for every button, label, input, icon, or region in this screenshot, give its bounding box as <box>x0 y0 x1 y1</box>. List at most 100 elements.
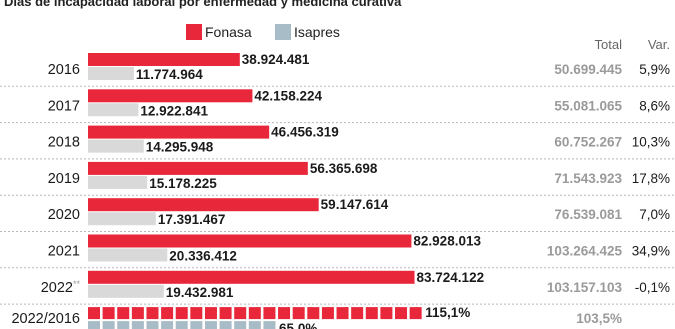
year-label: 2022** <box>41 279 81 296</box>
value-label-isapres: 15.178.225 <box>149 176 217 191</box>
year-footnote-mark: ** <box>73 279 81 289</box>
pictogram-square-fonasa <box>146 307 159 320</box>
comparison-pct-isapres: 65,0% <box>279 321 317 329</box>
year-label: 2017 <box>48 98 80 114</box>
bar-fonasa <box>88 53 240 66</box>
pictogram-square-isapres <box>175 321 188 329</box>
bar-fonasa <box>88 270 415 284</box>
column-header-var: Var. <box>648 37 670 52</box>
pictogram-square-fonasa <box>102 307 115 320</box>
comparison-row: 2022/2016 115,1% 65,0% 103,5% <box>11 305 622 329</box>
pictogram-square-fonasa <box>175 307 188 320</box>
total-value: 55.081.065 <box>554 98 622 113</box>
comparison-pct-total: 103,5% <box>576 311 622 326</box>
value-label-isapres: 12.922.841 <box>140 103 208 118</box>
year-label: 2016 <box>48 62 80 78</box>
total-value: 103.264.425 <box>547 244 623 259</box>
bar-fonasa <box>88 198 319 212</box>
pictogram-square-fonasa <box>190 307 203 320</box>
pictogram-square-fonasa <box>219 307 232 320</box>
variation-value: 5,9% <box>639 62 670 77</box>
pictogram-square-fonasa <box>131 307 144 320</box>
variation-value: -0,1% <box>635 280 670 295</box>
pictogram-square-fonasa <box>351 307 364 320</box>
year-label: 2019 <box>48 171 80 187</box>
bar-fonasa <box>88 161 308 175</box>
total-value: 71.543.923 <box>554 171 622 186</box>
chart-rows: 2016 38.924.481 11.774.964 50.699.445 5,9% 20… <box>0 52 675 305</box>
value-label-isapres: 17.391.467 <box>158 212 226 227</box>
bar-isapres <box>88 212 156 226</box>
bar-fonasa <box>88 125 270 139</box>
pictogram-square-fonasa <box>380 307 393 320</box>
legend-label-isapres: Isapres <box>294 24 340 40</box>
year-label: 2018 <box>48 135 80 151</box>
pictogram-square-fonasa <box>409 307 422 320</box>
pictogram-square-fonasa <box>278 307 291 320</box>
pictogram-square-isapres <box>161 321 174 329</box>
variation-value: 8,6% <box>639 98 670 113</box>
pictogram-square-isapres <box>219 321 232 329</box>
pictogram-square-fonasa <box>365 307 378 320</box>
value-label-fonasa: 46.456.319 <box>271 125 339 140</box>
value-label-fonasa: 83.724.122 <box>417 270 485 285</box>
bar-fonasa <box>88 234 412 248</box>
legend-swatch-fonasa <box>186 24 202 40</box>
value-label-fonasa: 42.158.224 <box>254 88 322 103</box>
bar-fonasa <box>88 89 253 103</box>
variation-value: 34,9% <box>632 244 670 259</box>
variation-value: 10,3% <box>632 135 670 150</box>
pictogram-square-fonasa <box>161 307 174 320</box>
pictogram-square-fonasa <box>88 307 100 320</box>
bar-isapres <box>88 67 134 80</box>
value-label-isapres: 20.336.412 <box>169 249 237 264</box>
total-value: 103.157.103 <box>547 280 623 295</box>
pictogram-square-fonasa <box>204 307 217 320</box>
pictogram-square-isapres <box>117 321 130 329</box>
value-label-isapres: 11.774.964 <box>136 67 203 82</box>
total-value: 50.699.445 <box>554 62 622 77</box>
pictogram-square-fonasa <box>321 307 334 320</box>
pictogram-square-fonasa <box>395 307 408 320</box>
pictogram-square-isapres <box>146 321 159 329</box>
chart-title: Días de incapacidad laboral por enfermed… <box>4 0 402 9</box>
value-label-isapres: 14.295.948 <box>146 140 214 155</box>
bar-isapres <box>88 175 148 189</box>
value-label-fonasa: 59.147.614 <box>321 197 389 212</box>
value-label-fonasa: 82.928.013 <box>413 234 481 249</box>
pictogram-square-fonasa <box>263 307 276 320</box>
pictogram-square-isapres <box>263 321 276 329</box>
pictogram-square-fonasa <box>292 307 305 320</box>
legend-swatch-isapres <box>275 24 291 40</box>
chart-title-text: Días de incapacidad laboral por enfermed… <box>4 0 402 9</box>
total-value: 76.539.081 <box>554 207 622 222</box>
variation-value: 17,8% <box>632 171 670 186</box>
pictogram-square-fonasa <box>307 307 320 320</box>
pictogram-square-isapres <box>248 321 261 329</box>
comparison-label: 2022/2016 <box>11 311 80 327</box>
year-label: 2021 <box>48 244 80 260</box>
value-label-fonasa: 56.365.698 <box>310 161 378 176</box>
bar-isapres <box>88 103 139 117</box>
bar-isapres <box>88 284 164 298</box>
pictogram-square-fonasa <box>117 307 130 320</box>
value-label-isapres: 19.432.981 <box>166 285 234 300</box>
pictogram-square-fonasa <box>234 307 247 320</box>
year-label: 2020 <box>48 207 80 223</box>
variation-value: 7,0% <box>639 207 670 222</box>
pictogram-square-isapres <box>204 321 217 329</box>
pictogram-square-isapres <box>131 321 144 329</box>
legend-label-fonasa: Fonasa <box>205 24 252 40</box>
bar-isapres <box>88 248 168 262</box>
pictogram-square-isapres <box>88 321 100 329</box>
pictogram-square-fonasa <box>336 307 349 320</box>
pictogram-square-isapres <box>190 321 203 329</box>
comparison-pct-fonasa: 115,1% <box>425 305 470 320</box>
total-value: 60.752.267 <box>554 135 622 150</box>
pictogram-square-isapres <box>102 321 115 329</box>
legend: Fonasa Isapres <box>186 24 340 40</box>
pictogram-square-fonasa <box>248 307 261 320</box>
value-label-fonasa: 38.924.481 <box>242 52 310 67</box>
bar-isapres <box>88 139 144 153</box>
